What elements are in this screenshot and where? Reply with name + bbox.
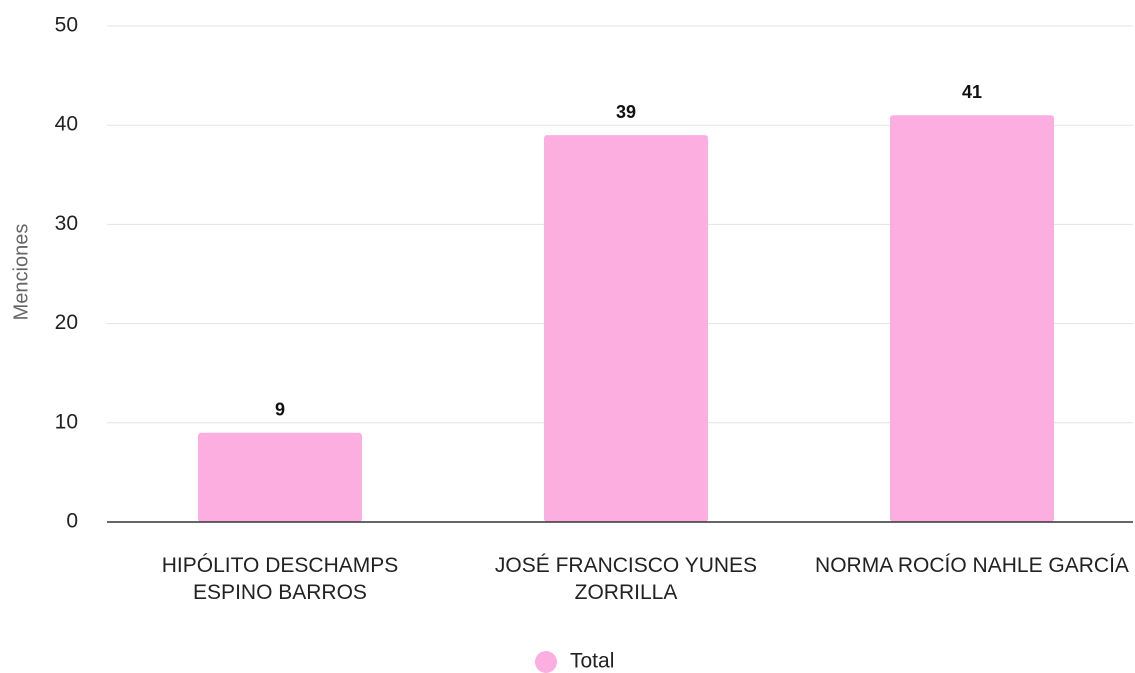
data-label: 41 [962, 82, 982, 102]
bar [198, 432, 362, 522]
y-tick-label: 50 [55, 14, 78, 37]
x-tick-label: NORMA ROCÍO NAHLE GARCÍA [815, 554, 1129, 577]
bar [890, 115, 1054, 522]
y-tick-label: 30 [55, 212, 78, 235]
data-label: 39 [616, 102, 636, 122]
y-tick-label: 40 [55, 113, 78, 136]
x-tick-label: HIPÓLITO DESCHAMPS ESPINO BARROS [161, 554, 399, 604]
legend-label: Total [570, 650, 614, 673]
y-axis-label: Menciones [10, 224, 32, 321]
y-tick-label: 20 [55, 311, 78, 334]
y-tick-label: 10 [55, 410, 78, 433]
legend-swatch [535, 651, 557, 673]
bar [544, 135, 708, 522]
data-label: 9 [275, 399, 285, 419]
y-tick-label: 0 [66, 510, 78, 533]
x-tick-label: JOSÉ FRANCISCO YUNES ZORRILLA [494, 554, 758, 604]
